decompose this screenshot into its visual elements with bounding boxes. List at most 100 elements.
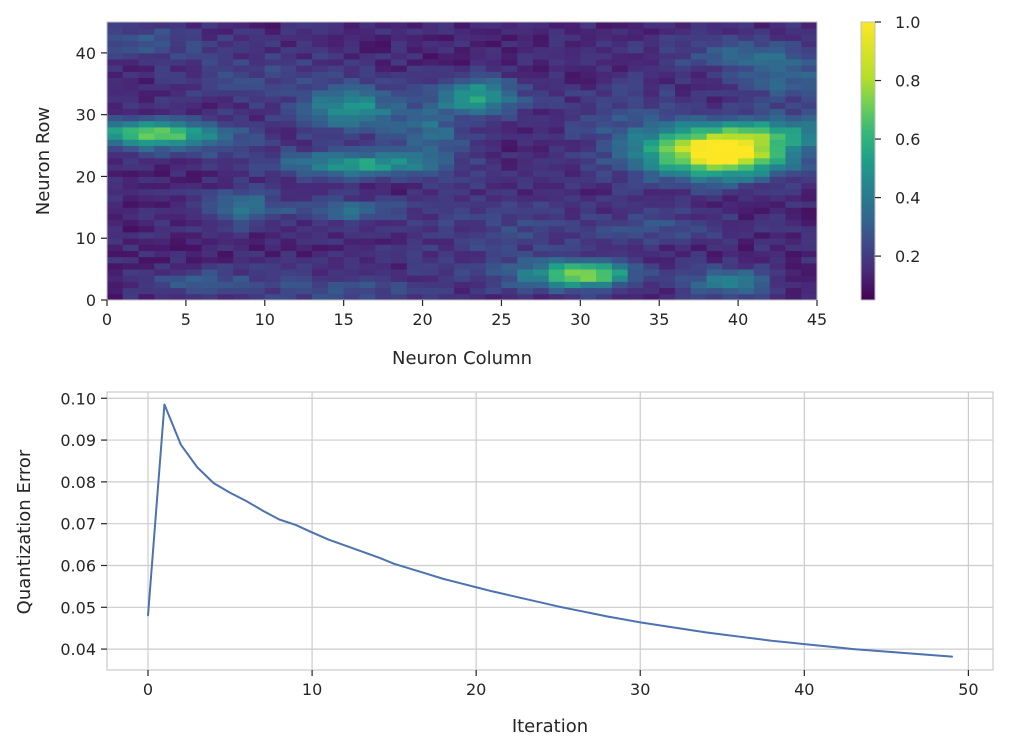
heatmap-cell [312,164,329,171]
heatmap-cell [122,34,139,41]
heatmap-cell [564,114,581,122]
heatmap-cell [312,145,329,153]
heatmap-cell [454,114,471,122]
heatmap-cell [154,201,171,208]
heatmap-cell [722,114,739,122]
heatmap-cell [659,77,676,85]
heatmap-cell [233,219,250,227]
heatmap-cell [627,108,644,116]
heatmap-cell [122,182,139,190]
heatmap-cell [170,213,187,221]
heatmap-cell [643,194,660,202]
heatmap-cell [690,46,707,54]
heatmap-cell [343,22,360,29]
heatmap-cell [375,281,392,289]
heatmap-cell [548,262,565,270]
heatmap-cell [801,225,818,233]
heatmap-cell [170,275,187,282]
heatmap-cell [690,22,707,29]
heatmap-cell [469,281,487,289]
heatmap-cell [454,238,471,245]
heatmap-cell [280,207,297,214]
heatmap-cell [706,281,723,289]
heatmap-cell [611,102,629,109]
heatmap-cell [296,83,313,91]
heatmap-cell [217,170,234,177]
heatmap-cell [517,71,534,78]
line-y-ticks: 0.040.050.060.070.080.090.10 [60,389,107,659]
heatmap-cell [548,102,565,109]
heatmap-cell [280,225,297,233]
heatmap-cell [185,157,203,165]
heatmap-cell [722,28,739,35]
heatmap-cell [343,219,360,227]
heatmap-cell [659,182,676,190]
heatmap-cell [107,77,124,85]
heatmap-cell [343,262,360,270]
heatmap-cell [217,250,234,258]
heatmap-cell [706,52,723,60]
colorbar-gradient [860,21,876,301]
heatmap-cell [611,176,629,184]
heatmap-cell [343,127,360,134]
heatmap-cell [201,22,218,29]
heatmap-cell [438,151,455,159]
heatmap-cell [170,133,187,140]
heatmap-cell [580,77,597,85]
heatmap-cell [138,65,155,72]
heatmap-cell [233,281,250,289]
heatmap-cell [217,145,234,153]
heatmap-cell [249,157,266,165]
heatmap-cell [107,89,124,97]
heatmap-cell [170,71,187,78]
heatmap-cell [690,139,707,146]
heatmap-cell [454,269,471,276]
heatmap-cell [264,238,281,245]
heatmap-cell [548,52,565,60]
heatmap-cell [249,207,266,214]
heatmap-cell [769,52,786,60]
heatmap-cell [107,194,124,202]
heatmap-cell [217,281,234,289]
heatmap-cell [469,238,487,245]
heatmap-cell [596,65,613,72]
heatmap-cell [454,65,471,72]
heatmap-cell [675,22,692,29]
heatmap-cell [627,262,644,270]
heatmap-cell [722,151,739,159]
heatmap-cell [375,225,392,233]
heatmap-cell [548,213,565,221]
heatmap-cell [264,46,281,54]
heatmap-cell [170,188,187,196]
heatmap-cell [327,145,345,153]
heatmap-cell [564,170,581,177]
heatmap-cell [296,194,313,202]
heatmap-cell [154,287,171,295]
heatmap-cell [201,207,218,214]
heatmap-cell [296,164,313,171]
heatmap-cell [517,176,534,184]
heatmap-cell [312,83,329,91]
heatmap-cell [233,127,250,134]
heatmap-cell [517,102,534,109]
heatmap-cell [359,157,376,165]
heatmap-cell [454,244,471,251]
heatmap-cell [406,139,423,146]
heatmap-cell [722,65,739,72]
heatmap-cell [280,170,297,177]
heatmap-cell [501,213,518,221]
heatmap-cell [690,157,707,165]
heatmap-cell [327,52,345,60]
heatmap-cell [753,22,771,29]
heatmap-cell [391,207,408,214]
heatmap-cell [501,145,518,153]
heatmap-cell [454,250,471,258]
heatmap-cell [280,59,297,66]
heatmap-cell [343,293,360,301]
heatmap-cell [627,59,644,66]
heatmap-cell [611,83,629,91]
heatmap-cell [596,188,613,196]
heatmap-cell [264,139,281,146]
heatmap-cell [454,201,471,208]
heatmap-cell [722,71,739,78]
